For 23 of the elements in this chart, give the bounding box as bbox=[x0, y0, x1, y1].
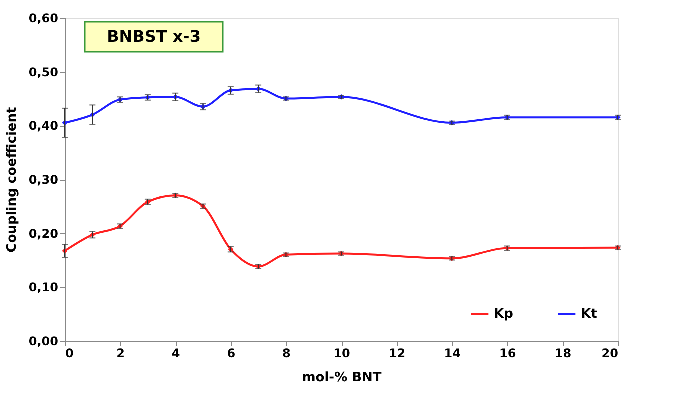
x-tick-label: 8 bbox=[282, 346, 291, 360]
x-tick-label: 12 bbox=[388, 346, 406, 360]
legend-label: Kt bbox=[581, 307, 598, 322]
y-tick-label: 0,30 bbox=[28, 173, 58, 187]
y-axis-title: Coupling coefficient bbox=[4, 107, 20, 253]
x-tick-label: 6 bbox=[227, 346, 236, 360]
x-tick-label: 10 bbox=[334, 346, 350, 360]
y-tick-label: 0,60 bbox=[28, 12, 58, 26]
x-tick-label: 14 bbox=[444, 346, 461, 360]
x-tick-label: 20 bbox=[602, 346, 618, 360]
y-tick-label: 0,20 bbox=[28, 226, 58, 241]
x-tick-label: 16 bbox=[500, 346, 516, 360]
x-tick-label: 18 bbox=[554, 346, 572, 360]
x-axis-title: mol-% BNT bbox=[302, 370, 382, 386]
x-tick-label: 4 bbox=[172, 346, 180, 360]
y-tick-label: 0,40 bbox=[28, 119, 58, 134]
text: BNBST x-3 bbox=[107, 27, 201, 46]
y-tick-label: 0,10 bbox=[28, 280, 58, 295]
y-tick-label: 0,00 bbox=[28, 334, 58, 348]
x-tick-label: 2 bbox=[116, 346, 125, 360]
y-tick-label: 0,50 bbox=[28, 65, 58, 80]
x-tick-label: 0 bbox=[66, 346, 74, 360]
legend-label: Kp bbox=[494, 307, 514, 322]
